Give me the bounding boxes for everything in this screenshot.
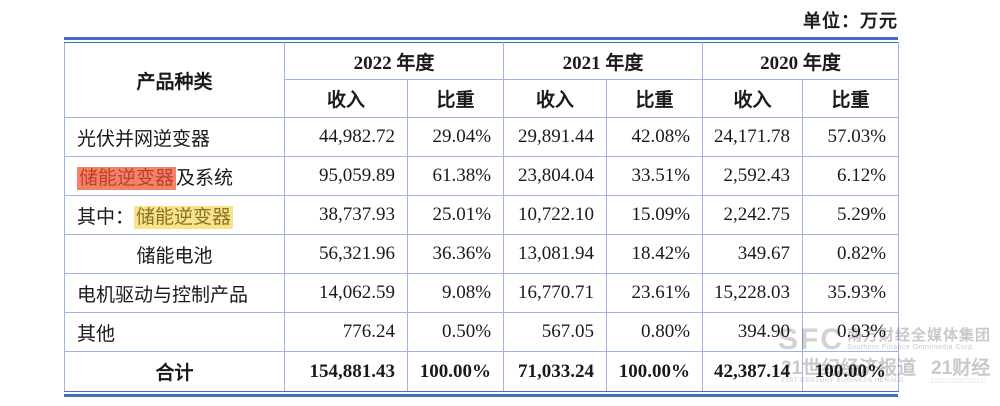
cell-value: 2,592.43 <box>702 156 804 196</box>
cell-label: 其中： 储能逆变器 <box>64 195 285 235</box>
column-header-year-2021: 2021 年度 <box>503 42 704 80</box>
column-header-year-2022: 2022 年度 <box>283 42 505 80</box>
cell-value: 0.80% <box>606 312 704 352</box>
cell-value: 38,737.93 <box>284 195 408 235</box>
column-header-income-2022: 收入 <box>284 79 408 118</box>
cell-label: 电机驱动与控制产品 <box>64 273 285 313</box>
cell-value: 2,242.75 <box>702 195 804 235</box>
cell-value: 35.93% <box>802 273 900 313</box>
cell-value: 0.50% <box>406 312 505 352</box>
cell-value: 23.61% <box>606 273 704 313</box>
highlight-yellow-storage-inverter: 储能逆变器 <box>134 205 234 229</box>
cell-value: 18.42% <box>606 234 704 274</box>
cell-value: 29,891.44 <box>503 117 608 157</box>
cell-value: 24,171.78 <box>702 117 804 157</box>
cell-value: 29.04% <box>406 117 505 157</box>
table-row: 储能电池 56,321.96 36.36% 13,081.94 18.42% 3… <box>64 234 900 274</box>
cell-value: 6.12% <box>802 156 900 196</box>
cell-value: 71,033.24 <box>503 351 608 392</box>
watermark-group-name-en: Southern Finance Omnimedia Corp. <box>847 343 976 351</box>
watermark: SFC 南方财经全媒体集团 Southern Finance Omnimedia… <box>778 324 1000 386</box>
column-header-income-2020: 收入 <box>702 79 804 118</box>
cell-label: 其他 <box>64 312 285 352</box>
column-header-weight-2022: 比重 <box>406 79 505 118</box>
header-row-subcolumns: 收入 比重 收入 比重 收入 比重 <box>65 79 900 118</box>
watermark-row-herald: 21世纪经济报道 21ST CENTURY BUSINESS HERALD 21… <box>778 357 1000 386</box>
cell-value: 100.00% <box>802 351 900 392</box>
column-header-weight-2020: 比重 <box>802 79 900 118</box>
cell-value: 10,722.10 <box>503 195 608 235</box>
cell-value: 394.90 <box>702 312 804 352</box>
product-revenue-table-container: 产品种类 2022 年度 2021 年度 2020 年度 收入 比重 收入 比重… <box>64 37 900 397</box>
cell-value: 776.24 <box>284 312 408 352</box>
column-header-year-2020: 2020 年度 <box>702 42 900 80</box>
watermark-group-name-cn: 南方财经全媒体集团 <box>847 327 992 345</box>
cell-value: 100.00% <box>606 351 704 392</box>
cell-value: 5.29% <box>802 195 900 235</box>
cell-label-total: 合计 <box>64 351 285 392</box>
cell-value: 349.67 <box>702 234 804 274</box>
cell-label-prefix: 其中： <box>77 206 135 228</box>
cell-value: 14,062.59 <box>284 273 408 313</box>
watermark-herald-cn: 21世纪经济报道 <box>781 357 917 379</box>
cell-value: 42,387.14 <box>702 351 804 392</box>
column-header-income-2021: 收入 <box>503 79 608 118</box>
cell-value: 567.05 <box>503 312 608 352</box>
cell-label: 储能逆变器 及系统 <box>64 156 285 196</box>
cell-value: 57.03% <box>802 117 900 157</box>
cell-value: 0.82% <box>802 234 900 274</box>
cell-value: 13,081.94 <box>503 234 608 274</box>
table-row: 电机驱动与控制产品 14,062.59 9.08% 16,770.71 23.6… <box>64 273 900 313</box>
cell-value: 61.38% <box>406 156 505 196</box>
table-row: 光伏并网逆变器 44,982.72 29.04% 29,891.44 42.08… <box>64 117 900 157</box>
table-row: 储能逆变器 及系统 95,059.89 61.38% 23,804.04 33.5… <box>64 156 900 196</box>
cell-value: 25.01% <box>406 195 505 235</box>
sfc-logo: SFC <box>778 323 844 356</box>
cell-value: 9.08% <box>406 273 505 313</box>
table-row: 其他 776.24 0.50% 567.05 0.80% 394.90 0.93… <box>64 312 900 352</box>
watermark-row-sfc: SFC 南方财经全媒体集团 Southern Finance Omnimedia… <box>778 324 1000 356</box>
cell-value: 36.36% <box>406 234 505 274</box>
cell-label-suffix: 及系统 <box>176 167 234 189</box>
table-row: 其中： 储能逆变器 38,737.93 25.01% 10,722.10 15.0… <box>64 195 900 235</box>
cell-value: 100.00% <box>406 351 505 392</box>
column-header-weight-2021: 比重 <box>606 79 704 118</box>
column-header-product-category: 产品种类 <box>64 42 285 118</box>
cell-value: 15.09% <box>606 195 704 235</box>
highlight-red-storage-inverter: 储能逆变器 <box>77 166 177 190</box>
cell-value: 23,804.04 <box>503 156 608 196</box>
cell-value: 15,228.03 <box>702 273 804 313</box>
watermark-sub-glyphs: □□□□□□□□□ <box>931 378 988 386</box>
cell-value: 42.08% <box>606 117 704 157</box>
cell-value: 44,982.72 <box>284 117 408 157</box>
table-row-total: 合计 154,881.43 100.00% 71,033.24 100.00% … <box>64 351 900 392</box>
unit-label: 单位：万元 <box>803 11 898 31</box>
cell-value: 33.51% <box>606 156 704 196</box>
cell-value: 0.93% <box>802 312 900 352</box>
cell-label: 储能电池 <box>64 234 285 274</box>
watermark-herald-en: 21ST CENTURY BUSINESS HERALD <box>781 377 904 385</box>
cell-value: 154,881.43 <box>284 351 408 392</box>
cell-value: 95,059.89 <box>284 156 408 196</box>
cell-value: 16,770.71 <box>503 273 608 313</box>
cell-label: 光伏并网逆变器 <box>64 117 285 157</box>
header-row-years: 产品种类 2022 年度 2021 年度 2020 年度 <box>64 42 900 118</box>
product-revenue-table: 产品种类 2022 年度 2021 年度 2020 年度 收入 比重 收入 比重… <box>64 42 900 392</box>
watermark-21caijing: 21财经 <box>931 357 991 379</box>
cell-value: 56,321.96 <box>284 234 408 274</box>
